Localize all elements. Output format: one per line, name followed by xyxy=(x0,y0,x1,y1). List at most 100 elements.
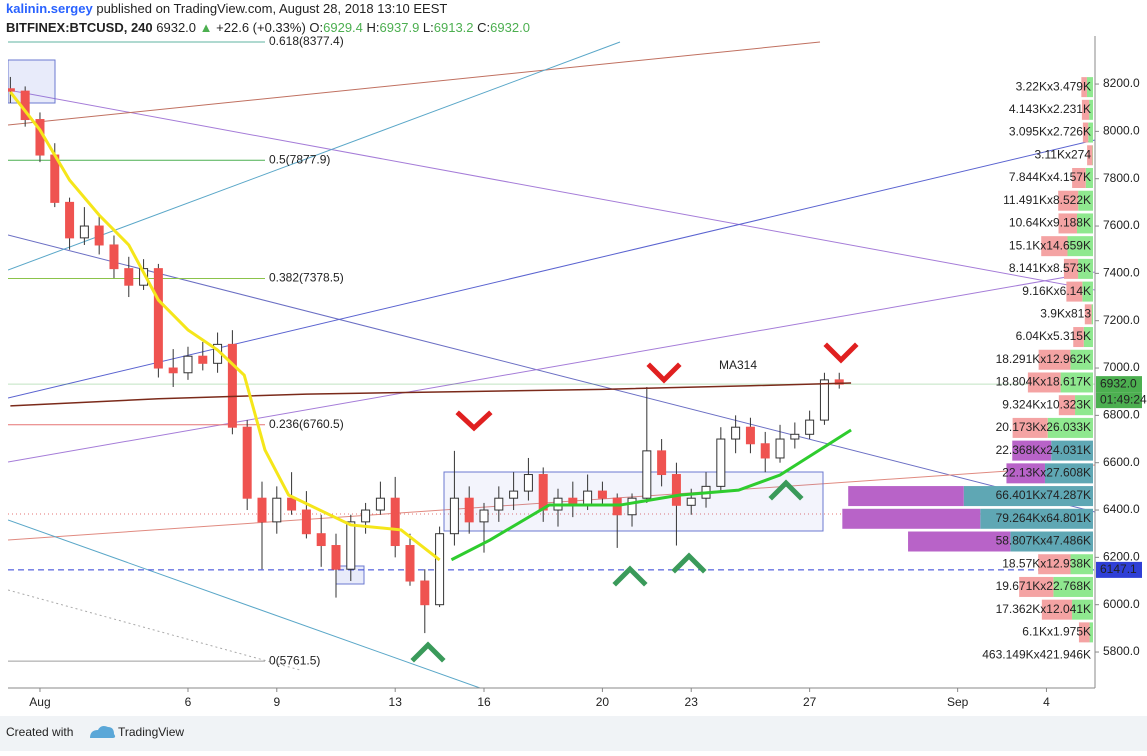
last: 6932.0 xyxy=(156,20,196,35)
profile-bar xyxy=(1092,304,1093,324)
candle-body xyxy=(539,475,547,510)
y-tick-label: 8000.0 xyxy=(1103,124,1140,138)
profile-total: 463.149Kx421.946K xyxy=(982,647,1091,661)
candle-body xyxy=(154,269,162,368)
candle-body xyxy=(317,534,325,546)
candle-body xyxy=(524,475,532,492)
candle-body xyxy=(273,498,281,522)
candle-body xyxy=(125,269,133,286)
profile-label: 3.11Kx274 xyxy=(1035,147,1092,161)
footer-created: Created with xyxy=(6,725,73,739)
profile-bar xyxy=(848,486,964,506)
x-tick-label: Aug xyxy=(29,695,50,709)
profile-label: 6.04Kx5.315K xyxy=(1016,329,1091,343)
profile-label: 22.368Kx24.031K xyxy=(996,443,1091,457)
candle-body xyxy=(791,434,799,439)
x-tick-label: 4 xyxy=(1043,695,1050,709)
profile-label: 11.491Kx8.522K xyxy=(1003,193,1091,207)
candle-body xyxy=(184,356,192,373)
y-tick-label: 7400.0 xyxy=(1103,266,1140,280)
profile-label: 15.1Kx14.659K xyxy=(1009,238,1091,252)
author[interactable]: kalinin.sergey xyxy=(6,1,93,16)
footer-brand[interactable]: TradingView xyxy=(118,725,184,739)
profile-label: 3.9Kx813 xyxy=(1040,306,1091,320)
profile-label: 7.844Kx4.157K xyxy=(1009,170,1091,184)
series-name: MA314 xyxy=(719,358,757,372)
profile-label: 10.64Kx9.188K xyxy=(1009,216,1091,230)
published: published on TradingView.com, August 28,… xyxy=(96,1,447,16)
candle-body xyxy=(332,546,340,570)
y-tick-label: 7800.0 xyxy=(1103,171,1140,185)
candle-body xyxy=(169,368,177,373)
y-tick-label: 6200.0 xyxy=(1103,550,1140,564)
y-tick-label: 6000.0 xyxy=(1103,597,1140,611)
x-tick-label: 27 xyxy=(803,695,817,709)
candle-body xyxy=(376,498,384,510)
profile-label: 4.143Kx2.231K xyxy=(1009,102,1091,116)
candle-body xyxy=(110,245,118,269)
candle-body xyxy=(465,498,473,522)
profile-label: 22.13Kx27.608K xyxy=(1002,466,1091,480)
candle-body xyxy=(584,491,592,505)
arrow: ▲ xyxy=(200,20,213,35)
header-line-2: BITFINEX:BTCUSD, 240 6932.0 ▲ +22.6 (+0.… xyxy=(6,20,530,35)
fib-label: 0.382(7378.5) xyxy=(269,271,344,285)
price-label: 6932.0 xyxy=(1100,376,1137,390)
candle-body xyxy=(362,510,370,522)
y-tick-label: 7200.0 xyxy=(1103,313,1140,327)
symbol: BITFINEX:BTCUSD, 240 xyxy=(6,20,153,35)
candle-body xyxy=(761,444,769,458)
ohlc-value: 6932.0 xyxy=(490,20,530,35)
x-tick-label: 16 xyxy=(477,695,491,709)
candle-body xyxy=(820,380,828,420)
profile-label: 19.671Kx22.768K xyxy=(996,579,1091,593)
profile-label: 18.804Kx18.617K xyxy=(996,375,1091,389)
profile-label: 18.291Kx12.962K xyxy=(996,352,1091,366)
ohlc-key: H: xyxy=(367,20,380,35)
candle-body xyxy=(243,427,251,498)
candle-body xyxy=(228,344,236,427)
candle-body xyxy=(391,498,399,545)
profile-label: 3.095Kx2.726K xyxy=(1009,125,1091,139)
profile-label: 17.362Kx12.041K xyxy=(996,602,1091,616)
candle-body xyxy=(347,522,355,569)
candle-body xyxy=(643,451,651,498)
candle-body xyxy=(436,534,444,605)
y-tick-label: 6400.0 xyxy=(1103,502,1140,516)
candle-body xyxy=(510,491,518,498)
profile-label: 66.401Kx74.287K xyxy=(996,488,1091,502)
candle-body xyxy=(95,226,103,245)
y-tick-label: 7600.0 xyxy=(1103,218,1140,232)
candle-body xyxy=(687,498,695,505)
candle-body xyxy=(406,546,414,581)
candle-body xyxy=(495,498,503,510)
candle-body xyxy=(66,202,74,237)
x-tick-label: 23 xyxy=(685,695,699,709)
x-tick-label: 9 xyxy=(273,695,280,709)
ohlc-key: L: xyxy=(423,20,434,35)
candle-body xyxy=(746,427,754,444)
profile-label: 6.1Kx1.975K xyxy=(1022,625,1091,639)
candle-body xyxy=(658,451,666,475)
candle-body xyxy=(628,498,636,515)
countdown: 01:49:24 xyxy=(1100,392,1147,406)
profile-label: 3.22Kx3.479K xyxy=(1016,79,1091,93)
x-tick-label: 13 xyxy=(389,695,403,709)
profile-label: 9.324Kx10.323K xyxy=(1002,397,1091,411)
profile-bar xyxy=(842,509,980,529)
ohlc-value: 6937.9 xyxy=(380,20,420,35)
candle-body xyxy=(776,439,784,458)
candle-body xyxy=(288,498,296,510)
fib-label: 0(5761.5) xyxy=(269,653,320,667)
x-tick-label: Sep xyxy=(947,695,969,709)
profile-label: 9.16Kx6.14K xyxy=(1022,284,1091,298)
candle-body xyxy=(258,498,266,522)
candle-body xyxy=(732,427,740,439)
candle-body xyxy=(672,475,680,506)
fib-label: 0.5(7877.9) xyxy=(269,152,330,166)
ohlc-key: C: xyxy=(477,20,490,35)
candle-body xyxy=(302,510,310,534)
